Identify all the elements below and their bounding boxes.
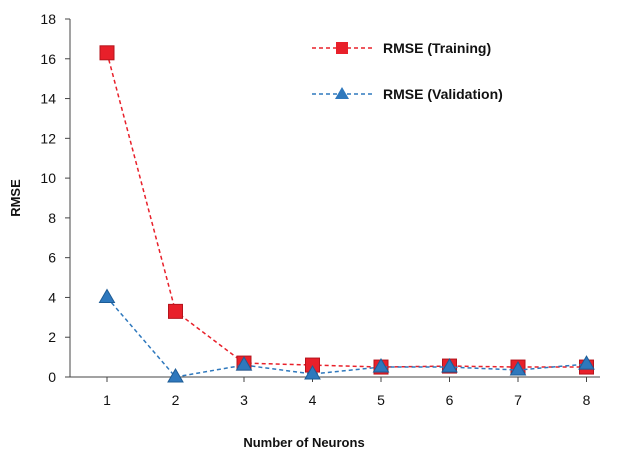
legend-item-training: RMSE (Training) [312,40,491,56]
y-tick-label: 0 [48,369,56,385]
data-point-validation [578,355,595,370]
y-tick-label: 6 [48,250,56,266]
x-tick-label: 3 [240,392,248,408]
y-tick-label: 18 [40,11,56,27]
x-tick-label: 6 [446,392,454,408]
y-axis-title: RMSE [8,179,23,217]
data-point-validation [98,288,116,303]
data-point-validation [235,356,253,371]
series-layer [98,45,595,383]
y-tick-label: 14 [40,91,56,107]
y-tick-label: 8 [48,210,56,226]
data-point-training [99,45,115,61]
x-tick-label: 4 [309,392,317,408]
y-tick-label: 10 [40,170,56,186]
legend-label-training: RMSE (Training) [383,40,491,56]
data-point-validation [167,367,184,383]
legend-marker-training [336,42,348,54]
x-tick-label: 2 [172,392,180,408]
x-tick-label: 7 [514,392,522,408]
data-point-validation [441,358,458,373]
y-tick-label: 12 [40,130,56,146]
data-point-validation [304,365,321,380]
data-point-validation [372,358,390,373]
x-tick-label: 5 [377,392,385,408]
data-point-validation [509,361,527,376]
legend: RMSE (Training) RMSE (Validation) [312,40,503,102]
x-axis-title: Number of Neurons [243,435,364,450]
legend-item-validation: RMSE (Validation) [312,86,503,102]
y-tick-label: 4 [48,289,56,305]
y-tick-group: 0 2 4 6 8 10 12 14 16 18 [40,11,70,385]
series-line-training [106,52,587,368]
legend-marker-validation [335,87,349,99]
axes [69,19,600,378]
x-tick-label: 1 [103,392,111,408]
y-tick-label: 2 [48,329,56,345]
x-tick-label: 8 [583,392,591,408]
y-tick-label: 16 [40,51,56,67]
data-point-training [168,303,183,319]
legend-label-validation: RMSE (Validation) [383,86,503,102]
